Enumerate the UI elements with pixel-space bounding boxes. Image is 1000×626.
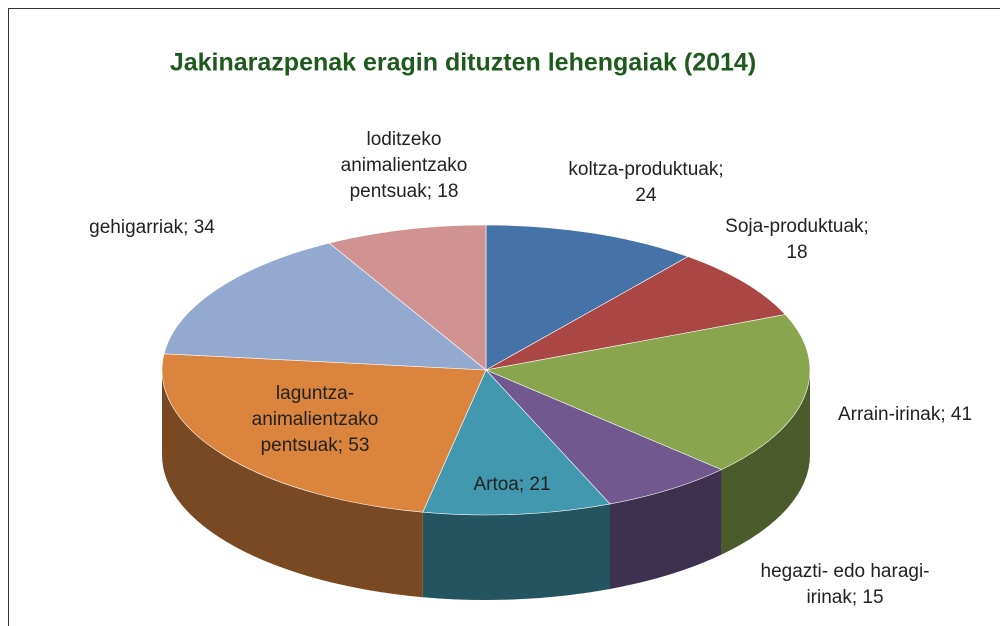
data-label: gehigarriak; 34 bbox=[89, 217, 215, 238]
data-label: laguntza-animalientzako pentsuak; 53 bbox=[251, 383, 379, 456]
chart-title: Jakinarazpenak eragin dituzten lehengaia… bbox=[169, 48, 757, 77]
slice-side bbox=[721, 370, 810, 555]
slice bbox=[484, 314, 811, 470]
slice bbox=[161, 353, 487, 513]
data-label: Arrain-irinak; 41 bbox=[837, 404, 973, 425]
slice bbox=[163, 242, 487, 371]
slice-side bbox=[609, 469, 722, 589]
slice bbox=[422, 369, 611, 516]
data-label: loditzeko animalientzako pentsuak; 18 bbox=[340, 129, 468, 202]
slice bbox=[485, 256, 786, 371]
data-label: Artoa; 21 bbox=[473, 474, 551, 495]
chart-frame bbox=[8, 8, 1000, 626]
slice bbox=[485, 369, 723, 505]
slice-side bbox=[162, 370, 423, 598]
data-label: hegazti- edo haragi-irinak; 15 bbox=[760, 561, 930, 608]
data-label: koltza-produktuak; 24 bbox=[568, 159, 724, 206]
slice bbox=[328, 224, 487, 371]
slice bbox=[485, 224, 689, 371]
slice-side bbox=[422, 503, 610, 600]
data-label: Soja-produktuak; 18 bbox=[725, 216, 869, 263]
